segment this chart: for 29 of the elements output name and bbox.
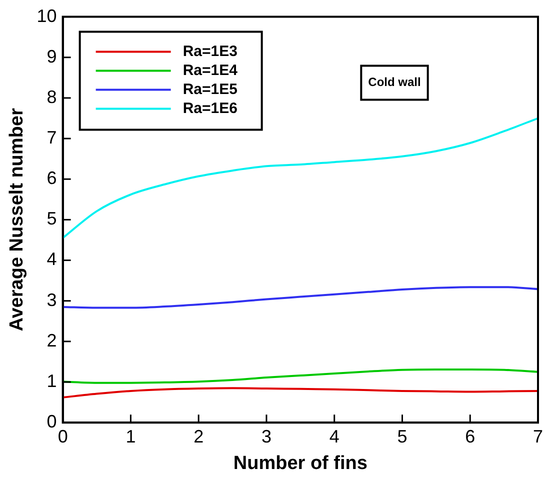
line-series: [62, 368, 538, 384]
x-tick-label: 4: [329, 426, 340, 446]
y-tick-label: 7: [46, 128, 57, 148]
y-tick-label: 3: [46, 290, 57, 310]
y-tick-label: 5: [46, 208, 57, 229]
y-tick-label: 8: [46, 86, 57, 107]
legend-label: Ra=1E4: [182, 62, 238, 79]
legend-label: Ra=1E3: [182, 42, 238, 60]
x-tick-label: 7: [532, 426, 544, 446]
annotation: Cold wall: [368, 75, 421, 90]
y-tick-label: 2: [46, 330, 57, 350]
x-tick-label: 5: [397, 426, 408, 446]
y-tick-label: 0: [46, 412, 57, 432]
y-tick-label: 6: [46, 168, 57, 188]
x-tick-label: 2: [194, 426, 204, 446]
y-axis-title: Average Nusselt number: [6, 108, 28, 332]
legend-label: Ra=1E5: [182, 80, 238, 98]
x-tick-label: 3: [261, 426, 272, 446]
x-axis-title: Number of fins: [233, 452, 368, 474]
y-tick-label: 9: [46, 46, 57, 66]
legend-label: Ra=1E6: [182, 100, 238, 117]
x-tick-label: 6: [465, 426, 476, 446]
y-tick-label: 1: [46, 370, 57, 391]
line-series: [62, 286, 538, 309]
line-series: [62, 117, 538, 239]
x-tick-label: 1: [126, 426, 136, 446]
line-series: [62, 387, 538, 398]
y-tick-label: 4: [46, 249, 57, 270]
y-tick-label: 10: [36, 6, 57, 26]
